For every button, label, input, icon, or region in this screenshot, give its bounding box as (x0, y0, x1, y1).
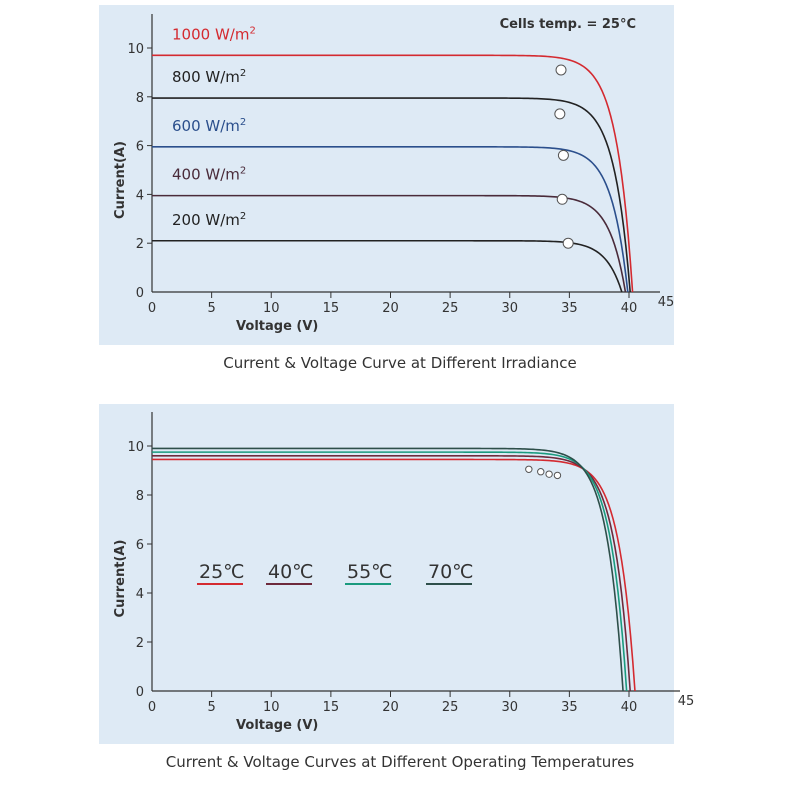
chart-1-caption: Current & Voltage Curve at Different Irr… (223, 354, 577, 372)
chart-1-series-label-text: 800 W/m (172, 68, 240, 86)
chart-2-series-line-4 (152, 447, 624, 692)
chart-1-x-axis-label: Voltage (V) (236, 319, 318, 334)
chart-1-y-axis-label: Current(A) (113, 141, 128, 219)
chart-2-mpp-point-2 (545, 470, 553, 478)
chart-2-x-tick-label: 45 (678, 694, 695, 709)
chart-2-x-tick-label: 5 (207, 700, 215, 715)
chart-1-x-tick-label: 25 (442, 301, 459, 316)
chart-1-series-label-1: 1000 W/m2 (172, 25, 256, 43)
chart-1-series-line-5 (152, 239, 623, 293)
chart-2-series-line-1 (152, 458, 636, 692)
chart-1-mpp-point-5 (562, 237, 574, 249)
chart-2-x-tick-label: 10 (263, 700, 280, 715)
chart-1-series-label-2: 800 W/m2 (172, 68, 246, 86)
chart-1-x-tick-label: 5 (207, 301, 215, 316)
chart-2-y-tick-label: 0 (136, 685, 144, 700)
chart-1-mpp-point-4 (556, 193, 568, 205)
chart-1-x-tick-label: 15 (323, 301, 340, 316)
chart-1-y-tick-label: 0 (136, 286, 144, 301)
chart-1-irradiance: 0 5 10 15 20 25 30 35 40 45 0 2 4 6 8 10 Voltage (V) Curr… (113, 14, 674, 334)
chart-1-x-tick-label: 10 (263, 301, 280, 316)
chart-1-panel (99, 5, 674, 345)
chart-2-caption: Current & Voltage Curves at Different Op… (165, 753, 635, 771)
chart-1-x-tick-label: 40 (621, 301, 638, 316)
chart-1-series-label-text: 1000 W/m (172, 25, 249, 43)
chart-1-mpp-point-1 (555, 64, 567, 76)
chart-1-series-line-3 (152, 146, 629, 293)
chart-2-y-tick-label: 4 (136, 587, 144, 602)
chart-1-series-line-1 (152, 54, 634, 293)
chart-1-mpp-point-2 (554, 108, 566, 120)
chart-2-legend-label-4: 70℃ (428, 561, 474, 583)
chart-2-x-tick-label: 30 (501, 700, 518, 715)
chart-1-x-tick-label: 45 (658, 295, 675, 310)
chart-2-x-tick-label: 0 (148, 700, 156, 715)
chart-2-mpp-point-4 (525, 465, 533, 473)
chart-2-x-tick-label: 15 (323, 700, 340, 715)
chart-2-y-tick-label: 8 (136, 489, 144, 504)
chart-1-x-tick-label: 35 (561, 301, 578, 316)
chart-2-y-axis-label: Current(A) (113, 540, 128, 618)
chart-1-y-tick-label: 6 (136, 140, 144, 155)
chart-2-legend-label-2: 40℃ (268, 561, 314, 583)
chart-1-series-label-sup: 2 (240, 211, 246, 222)
chart-1-x-tick-label: 20 (382, 301, 399, 316)
chart-1-series-label-3: 600 W/m2 (172, 117, 246, 135)
chart-2-legend-label-3: 55℃ (347, 561, 393, 583)
chart-1-series-label-sup: 2 (240, 117, 246, 128)
chart-1-series-label-text: 400 W/m (172, 166, 240, 184)
chart-2-x-tick-label: 25 (442, 700, 459, 715)
chart-2-legend-label-1: 25℃ (199, 561, 245, 583)
chart-1-annotation: Cells temp. = 25°C (500, 17, 636, 32)
chart-1-series-label-sup: 2 (240, 166, 246, 177)
chart-2-y-tick-label: 2 (136, 636, 144, 651)
chart-1-y-tick-label: 8 (136, 91, 144, 106)
chart-1-series-line-4 (152, 194, 627, 293)
chart-1-x-tick-label: 0 (148, 301, 156, 316)
chart-1-mpp-point-3 (557, 149, 569, 161)
chart-1-x-tick-label: 30 (501, 301, 518, 316)
chart-2-x-axis-label: Voltage (V) (236, 718, 318, 733)
chart-2-y-tick-label: 6 (136, 538, 144, 553)
chart-1-y-tick-label: 2 (136, 237, 144, 252)
chart-1-y-tick-label: 4 (136, 188, 144, 203)
chart-2-series-line-2 (152, 455, 631, 692)
chart-2-x-tick-label: 20 (382, 700, 399, 715)
chart-1-series-label-4: 400 W/m2 (172, 166, 246, 184)
chart-2-mpp-point-3 (537, 468, 545, 476)
chart-2-panel (99, 404, 674, 744)
chart-2-x-tick-label: 40 (621, 700, 638, 715)
chart-1-series-label-5: 200 W/m2 (172, 211, 246, 229)
chart-2-y-tick-label: 10 (127, 440, 144, 455)
chart-1-series-line-2 (152, 97, 631, 293)
chart-1-series-label-sup: 2 (240, 68, 246, 79)
chart-2-x-tick-label: 35 (561, 700, 578, 715)
chart-2-series-line-3 (152, 451, 628, 692)
chart-1-series-label-text: 200 W/m (172, 211, 240, 229)
chart-2-temperature: 0 5 10 15 20 25 30 35 40 45 0 2 4 6 8 10 Voltage (V) Curr… (113, 412, 694, 733)
chart-2-mpp-point-1 (553, 471, 562, 480)
chart-1-series-label-text: 600 W/m (172, 117, 240, 135)
chart-1-series-label-sup: 2 (249, 25, 255, 36)
chart-1-y-tick-label: 10 (127, 42, 144, 57)
